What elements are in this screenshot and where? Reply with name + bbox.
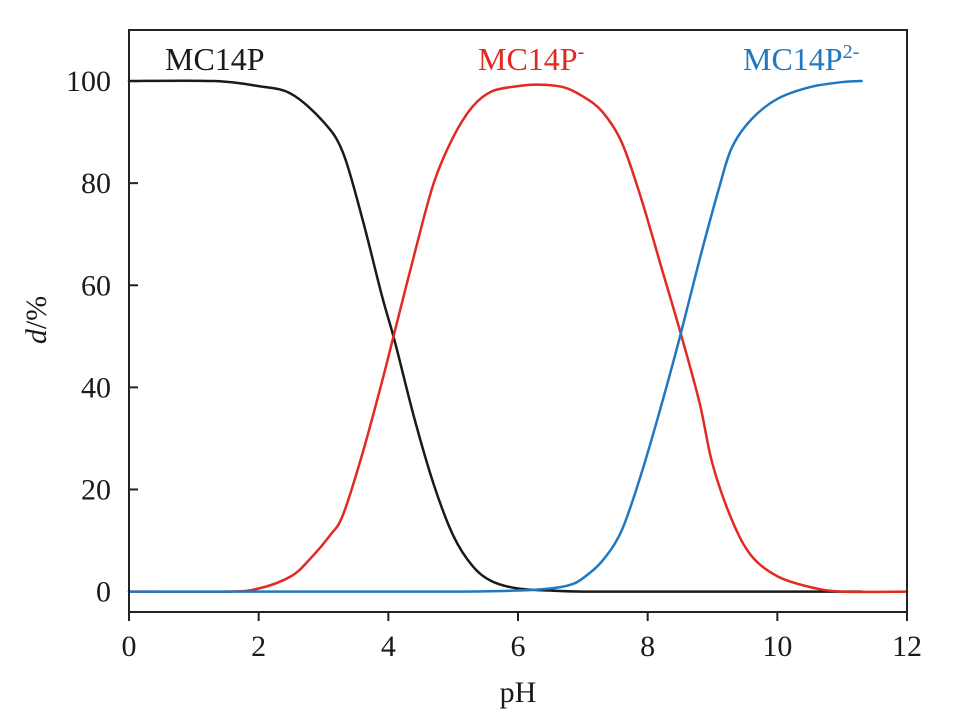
series-label-superscript: - <box>578 41 585 63</box>
x-tick-label: 4 <box>381 630 396 663</box>
series-label-superscript: 2- <box>843 41 860 63</box>
y-axis-title: d/% <box>20 296 53 344</box>
series-label-mc14p: MC14P <box>165 41 265 77</box>
y-axis-title-italic: d <box>20 328 53 344</box>
series-labels: MC14P MC14P- MC14P2- <box>165 41 859 77</box>
series-line-mc14p2 <box>127 79 863 593</box>
x-tick-label: 10 <box>762 630 792 663</box>
x-axis-title: pH <box>500 676 537 709</box>
series-line-mc14p <box>127 79 863 593</box>
y-tick-label: 40 <box>81 371 111 404</box>
x-tick-label: 12 <box>892 630 922 663</box>
axis-ticks <box>128 80 908 621</box>
series-label-text: MC14P <box>743 41 843 77</box>
series-line-mc14p <box>127 83 909 594</box>
plot-frame <box>128 29 908 613</box>
series-lines <box>127 79 909 594</box>
series-label-text: MC14P <box>165 41 265 77</box>
tick-labels: 0 2 4 6 8 10 12 0 20 40 60 80 100 <box>66 65 922 663</box>
x-tick-label: 2 <box>251 630 266 663</box>
y-tick-label: 80 <box>81 167 111 200</box>
x-tick-label: 8 <box>640 630 655 663</box>
y-tick-label: 20 <box>81 473 111 506</box>
series-label-mc14p: MC14P- <box>478 41 584 77</box>
y-tick-label: 100 <box>66 65 111 98</box>
series-label-mc14p2: MC14P2- <box>743 41 859 77</box>
y-axis-title-rest: /% <box>20 296 53 329</box>
x-tick-label: 0 <box>122 630 137 663</box>
x-tick-label: 6 <box>511 630 526 663</box>
y-tick-label: 0 <box>96 576 111 609</box>
y-tick-label: 60 <box>81 269 111 302</box>
series-label-text: MC14P <box>478 41 578 77</box>
